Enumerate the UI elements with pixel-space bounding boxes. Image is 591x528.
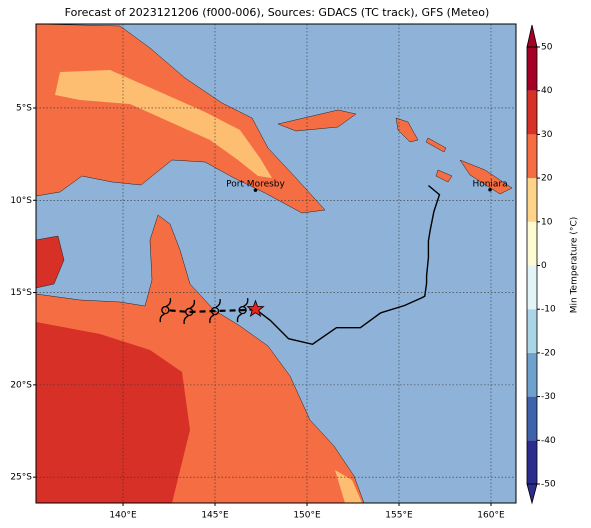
cyclone-symbol [185,307,194,317]
place-label: Port Moresby [226,180,285,190]
lat-tick-label: 25°S [10,473,32,483]
colorbar-extend-bottom [526,483,538,505]
colorbar-extend-top [526,24,538,48]
map-frame [35,23,517,504]
bougainville [395,117,419,143]
lon-tick-label: 160°E [477,511,505,521]
colorbar-label: Min Temperature (°C) [570,217,580,314]
place-label: Honiara [472,179,507,189]
lon-tick-label: 145°E [201,511,229,521]
land [36,24,513,503]
colorbar-tick-label: -50 [541,480,556,490]
colorbar-tick-label: 20 [541,174,553,184]
cyclone-arm [209,298,221,324]
cyclone-arm [159,298,172,323]
storm-track [255,184,441,346]
place-dot [253,188,258,192]
cyclone-arm [183,299,196,325]
colorbar-segment [527,47,537,91]
lat-tick-label: 20°S [10,380,32,390]
solomons-2 [459,159,513,195]
lon-tick-label: 155°E [385,511,413,521]
colorbar-tick-label: 40 [541,86,553,96]
colorbar-tick-label: 10 [541,217,553,227]
cyclone-symbol [238,305,247,315]
colorbar-tick-label: -30 [541,392,556,402]
colorbar-tick-label: 50 [541,43,553,53]
colorbar-segment [527,265,537,310]
current-position [246,299,265,318]
arnhem [36,235,65,289]
lon-tick-label: 150°E [293,511,321,521]
coast-band [335,470,362,503]
forecast-track [165,308,256,314]
colorbar-segment [527,134,537,179]
colorbar-tick-label: -10 [541,305,556,315]
lat-tick-label: 10°S [10,196,32,206]
cyclone-arm [236,298,249,323]
highland-band [55,70,272,178]
hot-interior [36,322,190,503]
colorbar-segment [527,221,537,266]
colorbar-segment [527,309,537,353]
colorbar-tick-label: 0 [541,261,547,271]
colorbar-segment [527,440,537,484]
solomons-3 [435,169,453,183]
colorbar-tick-label: -40 [541,436,556,446]
map-title: Forecast of 2023121206 (f000-006), Sourc… [65,6,490,19]
place-dot [488,187,492,192]
lat-tick-label: 15°S [10,288,32,298]
cyclone-symbol [161,305,170,315]
colorbar-segment [527,178,537,222]
colorbar-tick-label: -20 [541,348,556,358]
lon-tick-label: 140°E [109,511,137,521]
new-britain [277,109,357,132]
solomons [425,137,447,153]
colorbar-segment [527,90,537,135]
colorbar-segment [527,396,537,441]
cyclone-symbol [210,306,220,316]
colorbar-tick-label: 30 [541,130,553,140]
colorbar-segment [527,352,537,397]
lat-tick-label: 5°S [16,103,32,113]
